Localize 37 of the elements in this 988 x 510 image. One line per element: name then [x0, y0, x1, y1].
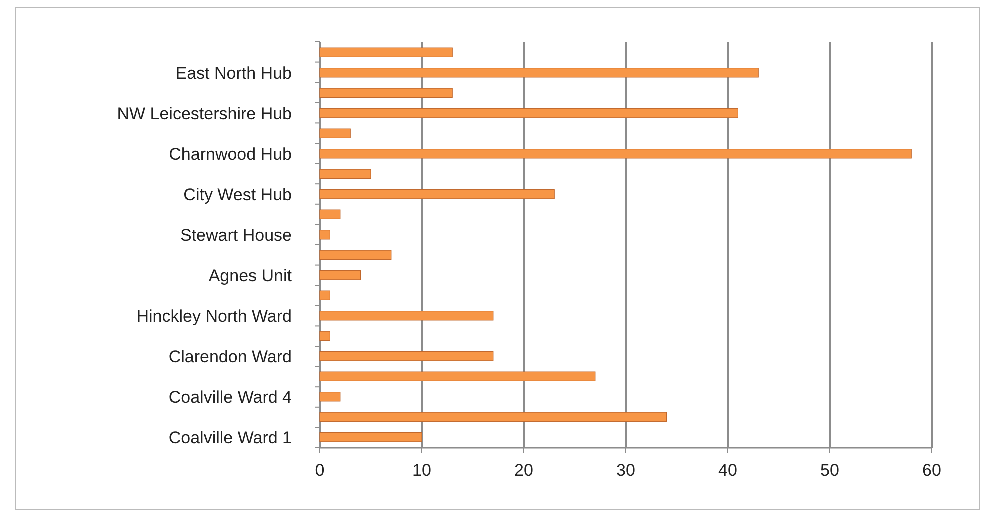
bar — [320, 48, 453, 58]
y-tick-label: Coalville Ward 1 — [168, 428, 292, 448]
bar — [320, 88, 453, 98]
x-tick-label: 60 — [922, 461, 942, 480]
y-tick-label: Coalville Ward 4 — [168, 388, 292, 407]
bar — [320, 270, 362, 280]
bar — [320, 250, 392, 260]
y-tick-label: Clarendon Ward — [168, 347, 292, 366]
bar — [320, 169, 372, 179]
y-tick-label: Stewart House — [180, 226, 292, 245]
bar — [320, 68, 759, 78]
bar — [320, 290, 330, 300]
bar — [320, 230, 330, 240]
y-tick-label: Hinckley North Ward — [136, 306, 292, 326]
bar — [320, 392, 341, 402]
y-tick-label: East North Hub — [176, 64, 292, 83]
bar — [320, 149, 912, 159]
x-tick-label: 20 — [514, 461, 534, 480]
y-tick-label: Charnwood Hub — [169, 144, 292, 164]
x-tick-label: 30 — [616, 461, 636, 480]
y-tick-label: NW Leicestershire Hub — [117, 104, 292, 124]
y-tick-label: Agnes Unit — [208, 266, 292, 286]
x-tick-label: 40 — [718, 461, 738, 480]
x-tick-label: 50 — [820, 461, 840, 480]
bar — [320, 412, 668, 422]
x-tick-label: 0 — [315, 461, 325, 480]
bar — [320, 432, 422, 442]
bar — [320, 352, 494, 362]
bar — [320, 108, 738, 118]
bar — [320, 311, 494, 321]
bar — [320, 331, 330, 341]
bar — [320, 372, 596, 382]
x-tick-label: 10 — [412, 461, 432, 480]
bar — [320, 190, 555, 200]
bar — [320, 210, 341, 220]
y-tick-label: City West Hub — [184, 185, 292, 204]
bar — [320, 128, 351, 138]
